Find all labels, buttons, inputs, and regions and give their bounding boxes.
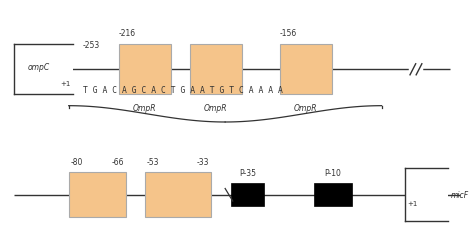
Bar [118, 45, 171, 95]
Text: -66: -66 [111, 157, 124, 166]
Text: T G A C A G C A C T G A A T G T C A A A A: T G A C A G C A C T G A A T G T C A A A … [83, 86, 283, 95]
Text: OmpR: OmpR [133, 104, 156, 113]
Text: -216: -216 [118, 28, 136, 38]
Text: -156: -156 [280, 28, 297, 38]
Text: ompC: ompC [28, 63, 50, 72]
Text: P-10: P-10 [324, 168, 341, 177]
Bar [69, 172, 126, 218]
Text: -253: -253 [83, 41, 100, 50]
Text: P-35: P-35 [239, 168, 256, 177]
Bar [405, 169, 448, 221]
Text: +1: +1 [61, 81, 71, 87]
Text: OmpR: OmpR [294, 104, 318, 113]
Text: micF: micF [450, 190, 468, 200]
Text: -33: -33 [197, 157, 209, 166]
Text: +1: +1 [408, 200, 418, 206]
Text: -80: -80 [71, 157, 83, 166]
Bar [231, 184, 264, 206]
Bar [145, 172, 211, 218]
Bar [190, 45, 242, 95]
Bar [280, 45, 332, 95]
Bar [314, 184, 352, 206]
Text: OmpR: OmpR [204, 104, 228, 113]
Bar [14, 45, 73, 95]
Text: -53: -53 [146, 157, 159, 166]
